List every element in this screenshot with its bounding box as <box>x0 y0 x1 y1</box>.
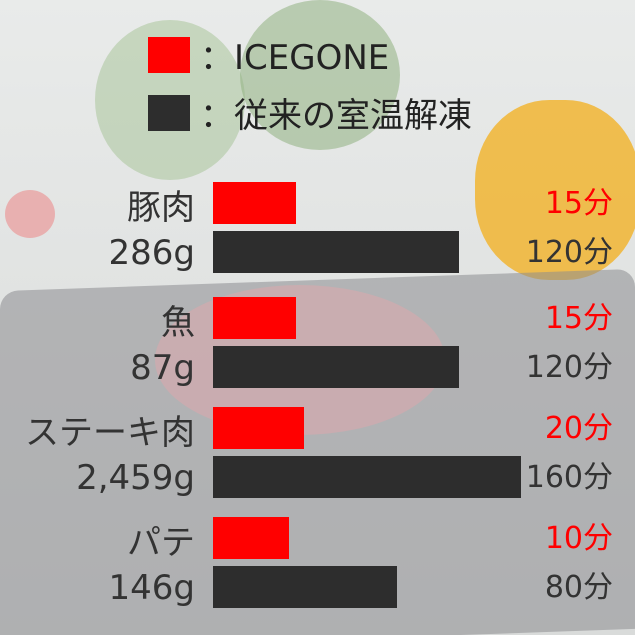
legend-swatch <box>148 36 190 73</box>
bar-icegone <box>213 297 297 339</box>
value-label: 20分 <box>544 411 613 446</box>
tomato-image <box>5 190 55 238</box>
legend-label: ：従来の室温解凍 <box>200 96 472 136</box>
category-weight: 87g <box>130 348 195 388</box>
bar-icegone <box>213 182 297 224</box>
broccoli-image <box>240 0 400 150</box>
legend-label: ：ICEGONE <box>200 38 390 78</box>
value-label: 15分 <box>544 301 613 336</box>
category-name: 豚肉 <box>127 188 195 228</box>
bar-icegone <box>213 517 289 559</box>
yellow-pepper-image <box>475 100 635 280</box>
bar-conventional <box>213 346 459 388</box>
category-name: パテ <box>127 523 195 563</box>
category-weight: 286g <box>108 233 195 273</box>
bar-icegone <box>213 407 304 449</box>
bar-conventional <box>213 456 521 498</box>
category-weight: 146g <box>108 568 195 608</box>
value-label: 120分 <box>525 235 613 270</box>
bar-conventional <box>213 231 459 273</box>
value-label: 10分 <box>544 521 613 556</box>
value-label: 120分 <box>525 350 613 385</box>
value-label: 160分 <box>525 460 613 495</box>
category-weight: 2,459g <box>76 458 195 498</box>
value-label: 15分 <box>544 186 613 221</box>
legend-item-icegone: ：ICEGONE <box>148 30 389 79</box>
legend-swatch <box>148 94 190 131</box>
legend-item-conventional: ：従来の室温解凍 <box>148 88 472 137</box>
value-label: 80分 <box>544 570 613 605</box>
category-name: 魚 <box>161 303 195 343</box>
category-name: ステーキ肉 <box>25 413 195 453</box>
bar-conventional <box>213 566 397 608</box>
